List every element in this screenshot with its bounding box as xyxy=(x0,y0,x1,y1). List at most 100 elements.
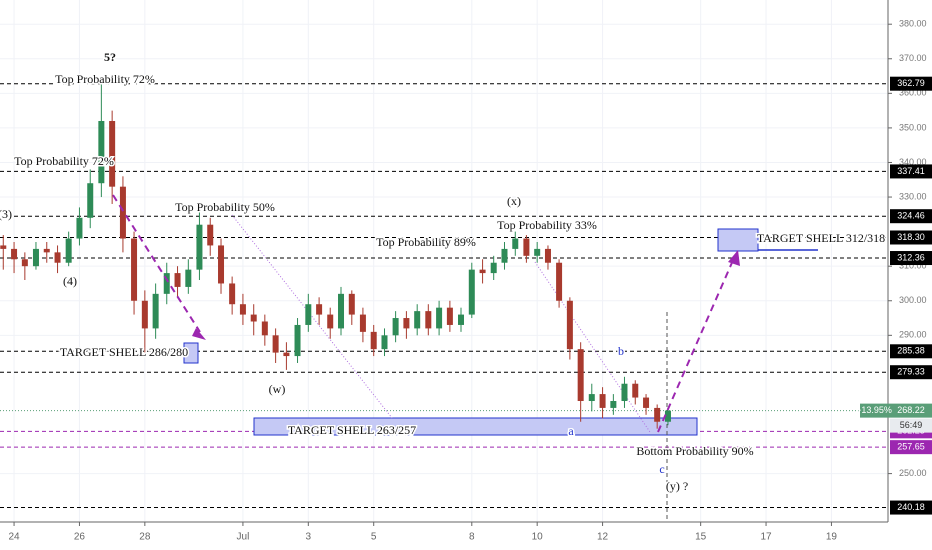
x-tick-label: 26 xyxy=(74,532,86,543)
level-label-box xyxy=(890,440,932,455)
y-tick-label: 250.00 xyxy=(899,468,927,478)
candle-body xyxy=(501,248,508,263)
candle-body xyxy=(305,304,312,325)
candle-body xyxy=(21,259,28,267)
level-label: 324.46 xyxy=(897,211,925,221)
level-label-box xyxy=(890,344,932,359)
x-tick-label: 12 xyxy=(597,532,609,543)
candle-body xyxy=(566,300,573,350)
candle-body xyxy=(109,120,116,187)
candle-body xyxy=(359,314,366,332)
candle-body xyxy=(381,335,388,350)
candle-body xyxy=(87,183,94,218)
annotation: TARGET SHELL 263/257 xyxy=(288,423,416,437)
change-label: −13.95% xyxy=(856,405,892,415)
y-tick-label: 380.00 xyxy=(899,19,927,29)
candle-body xyxy=(534,248,541,256)
countdown-box xyxy=(890,418,932,433)
candle-body xyxy=(577,349,584,402)
y-tick-label: 370.00 xyxy=(899,53,927,63)
annotation: Top Probability 50% xyxy=(175,200,275,214)
x-tick-label: 15 xyxy=(695,532,707,543)
level-label-box xyxy=(890,365,932,380)
candle-body xyxy=(370,331,377,350)
annotation: a xyxy=(568,424,574,438)
annotation: 5? xyxy=(104,50,116,64)
candle-body xyxy=(490,262,497,274)
candle-body xyxy=(174,273,181,287)
annotation: TARGET SHELL 312/318 xyxy=(757,231,885,245)
candle-body xyxy=(163,273,170,294)
level-label: 240.18 xyxy=(897,502,925,512)
annotation: (w) xyxy=(269,382,286,396)
level-label-box xyxy=(890,164,932,179)
y-tick-label: 350.00 xyxy=(899,122,927,132)
annotation: (y) ? xyxy=(666,479,688,493)
candle-body xyxy=(654,407,661,422)
candle-body xyxy=(458,314,465,325)
level-label: 285.38 xyxy=(897,346,925,356)
y-tick-label: 290.00 xyxy=(899,330,927,340)
candle-body xyxy=(196,224,203,270)
candle-body xyxy=(185,269,192,287)
level-label: 362.79 xyxy=(897,78,925,88)
axes: 380.00 370.00 360.00 350.00 340.00 330.00 310.… xyxy=(8,19,932,543)
x-tick-label: 19 xyxy=(826,532,838,543)
candle-body xyxy=(436,307,443,329)
candle-body xyxy=(207,224,214,246)
arrow-head xyxy=(192,328,206,340)
x-tick-label: 10 xyxy=(532,532,544,543)
candle-body xyxy=(348,293,355,315)
candle-body xyxy=(152,293,159,329)
level-label: 279.33 xyxy=(897,367,925,377)
candle-body xyxy=(544,248,551,263)
annotation: (x) xyxy=(507,194,521,208)
annotation: (3) xyxy=(0,207,12,221)
candles xyxy=(0,82,671,429)
y-tick-label: 360.00 xyxy=(899,88,927,98)
countdown: 56:49 xyxy=(900,420,923,430)
candle-body xyxy=(65,238,72,263)
candle-body xyxy=(272,335,279,353)
candle-body xyxy=(218,245,225,284)
candle-body xyxy=(512,238,519,249)
candle-body xyxy=(239,304,246,315)
level-label-box xyxy=(890,500,932,515)
annotation: Top Probability 72% xyxy=(55,72,155,86)
candle-body xyxy=(338,293,345,329)
candle-body xyxy=(588,394,595,402)
level-label: 257.65 xyxy=(897,442,925,452)
candle-body xyxy=(98,120,105,184)
x-tick-label: 5 xyxy=(371,532,377,543)
candle-body xyxy=(599,394,606,408)
candle-body xyxy=(131,238,138,301)
level-label: 312.36 xyxy=(897,252,925,262)
target-box xyxy=(717,228,759,252)
arrow xyxy=(657,257,735,433)
level-label-box xyxy=(890,251,932,266)
y-tick-label: 310.00 xyxy=(899,261,927,271)
x-tick-label: 24 xyxy=(8,532,20,543)
annotation: Top Probability 33% xyxy=(497,218,597,232)
candle-body xyxy=(643,397,650,408)
candle-body xyxy=(327,314,334,329)
candle-body xyxy=(54,252,61,263)
candle-body xyxy=(11,248,18,260)
arrow-head xyxy=(728,250,740,266)
candle-body xyxy=(446,307,453,325)
candle-body xyxy=(403,318,410,329)
level-label-box xyxy=(890,230,932,245)
trend-line xyxy=(534,261,651,433)
level-label: 318.30 xyxy=(897,232,925,242)
candle-body xyxy=(43,248,50,253)
candle-body xyxy=(468,269,475,315)
candle-body xyxy=(316,304,323,315)
annotation: b xyxy=(618,344,624,358)
candle-body xyxy=(610,401,617,408)
y-tick-label: 330.00 xyxy=(899,191,927,201)
candle-body xyxy=(664,410,671,422)
candle-body xyxy=(0,245,7,249)
level-label-box xyxy=(890,209,932,224)
